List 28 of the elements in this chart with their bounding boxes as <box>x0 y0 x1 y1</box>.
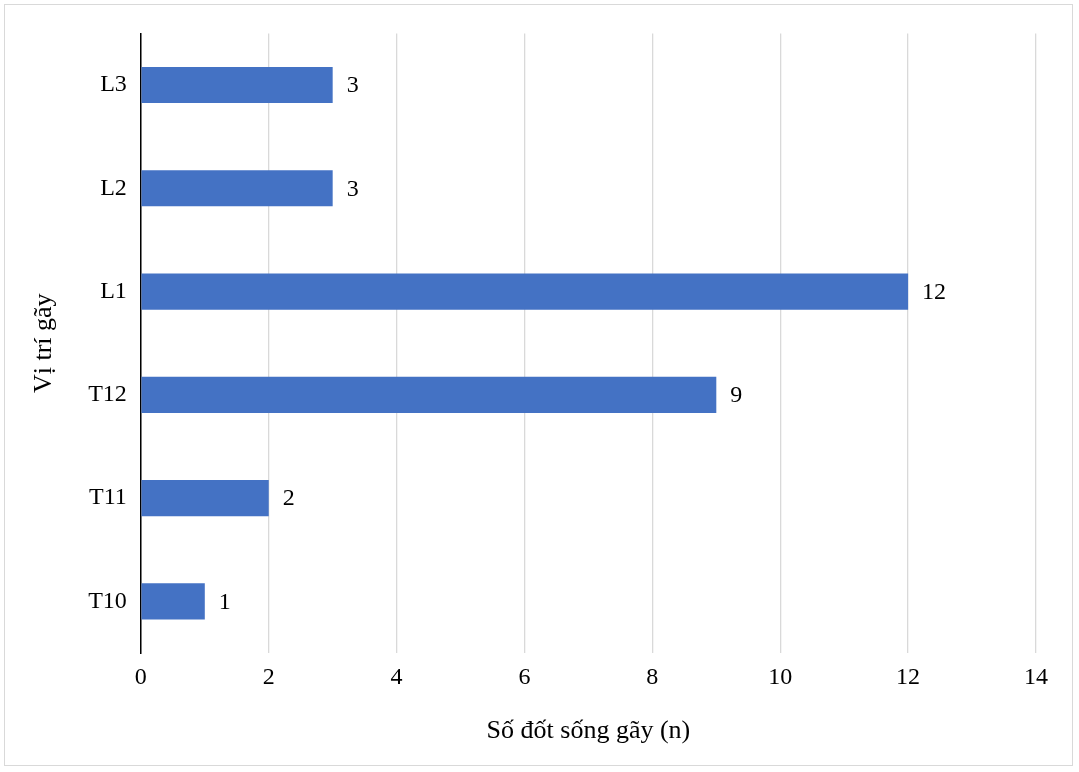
x-tick-label: 6 <box>518 662 531 689</box>
x-tick-label: 8 <box>646 662 659 689</box>
x-tick-label: 0 <box>134 662 147 689</box>
x-tick-label: 10 <box>768 662 793 689</box>
bar <box>141 273 909 310</box>
bar <box>141 583 205 620</box>
y-tick-label: L1 <box>100 276 127 303</box>
y-tick-label: L2 <box>100 173 127 200</box>
y-tick-label: T12 <box>88 380 127 407</box>
x-tick-label: 12 <box>896 662 921 689</box>
bar <box>141 170 333 207</box>
data-label: 1 <box>218 587 231 614</box>
data-label: 9 <box>730 381 743 408</box>
y-tick-label: L3 <box>100 70 127 97</box>
y-tick-label: T11 <box>89 483 127 510</box>
bar <box>141 376 717 413</box>
x-axis-title: Số đốt sống gãy (n) <box>486 715 691 745</box>
bar <box>141 480 269 517</box>
x-tick-label: 4 <box>390 662 403 689</box>
x-tick-label: 14 <box>1024 662 1048 689</box>
y-axis-title: Vị trí gãy <box>28 293 58 394</box>
data-label: 2 <box>282 484 295 511</box>
y-tick-label: T10 <box>88 586 127 613</box>
data-label: 12 <box>922 277 947 304</box>
bar <box>141 66 333 104</box>
data-label: 3 <box>346 71 359 98</box>
data-label: 3 <box>346 174 359 201</box>
x-tick-label: 2 <box>262 662 275 689</box>
